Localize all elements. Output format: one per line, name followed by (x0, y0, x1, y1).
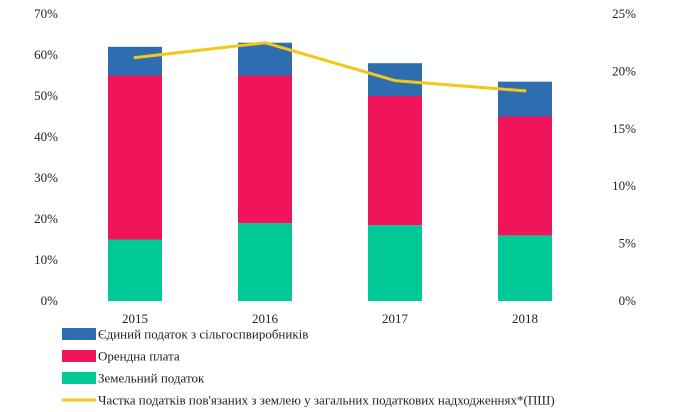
left-tick-label: 70% (34, 6, 58, 21)
left-tick-label: 40% (34, 129, 58, 144)
right-tick-label: 0% (619, 293, 637, 308)
x-tick-label: 2015 (122, 311, 148, 326)
bar-2017-series-0 (368, 225, 422, 301)
bar-2018-series-2 (498, 81, 552, 117)
legend-swatch (62, 372, 96, 384)
bar-2017-series-1 (368, 96, 422, 226)
right-axis-ticks: 0% 5% 10% 15% 20% 25% (612, 6, 636, 308)
right-tick-label: 10% (612, 178, 636, 193)
legend-label: Частка податків пов'язаних з землею у за… (98, 393, 555, 408)
bar-2015-series-1 (108, 75, 162, 240)
right-tick-label: 25% (612, 6, 636, 21)
left-tick-label: 20% (34, 211, 58, 226)
left-tick-label: 0% (41, 293, 59, 308)
bar-2015-series-2 (108, 46, 162, 76)
right-tick-label: 5% (619, 236, 637, 251)
bar-2015-series-0 (108, 239, 162, 301)
bar-2018-series-0 (498, 235, 552, 301)
legend-swatch (62, 350, 96, 362)
x-tick-label: 2017 (382, 311, 409, 326)
left-tick-label: 30% (34, 170, 58, 185)
legend-label: Земельний податок (98, 371, 205, 386)
right-tick-label: 15% (612, 121, 636, 136)
legend: Єдиний податок з сільгоспвиробників Оренд… (62, 327, 555, 408)
x-axis-ticks: 2015 2016 2017 2018 (122, 311, 538, 326)
bars-layer (108, 42, 552, 301)
x-tick-label: 2016 (252, 311, 279, 326)
line-series-0 (133, 41, 527, 93)
legend-swatch (62, 328, 96, 340)
left-tick-label: 10% (34, 252, 58, 267)
left-tick-label: 50% (34, 88, 58, 103)
legend-label: Єдиний податок з сільгоспвиробників (98, 327, 308, 342)
legend-label: Орендна плата (98, 349, 180, 364)
bar-2016-series-1 (238, 75, 292, 224)
bar-2016-series-0 (238, 223, 292, 301)
line-layer (133, 41, 527, 93)
left-tick-label: 60% (34, 47, 58, 62)
right-tick-label: 20% (612, 63, 636, 78)
x-tick-label: 2018 (512, 311, 538, 326)
left-axis-ticks: 0% 10% 20% 30% 40% 50% 60% 70% (34, 6, 58, 308)
bar-2018-series-1 (498, 116, 552, 236)
